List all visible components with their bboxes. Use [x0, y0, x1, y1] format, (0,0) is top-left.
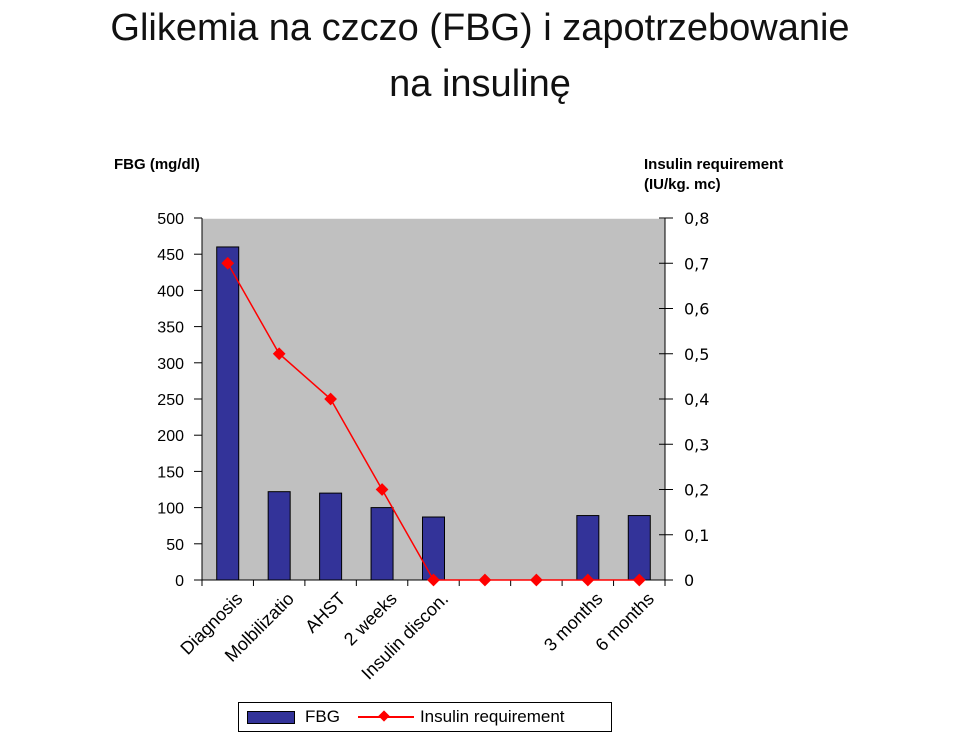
insulin-marker: [375, 483, 389, 496]
title-line-1: Glikemia na czczo (FBG) i zapotrzebowani…: [110, 7, 850, 49]
bar-fbg: [576, 515, 600, 581]
legend-fbg-swatch: [247, 710, 295, 724]
right-axis-title: Insulin requirement (IU/kg. mc): [644, 155, 864, 195]
left-axis-title: FBG (mg/dl): [114, 156, 200, 173]
right-axis-tick-label: 0,5: [684, 345, 709, 364]
right-axis-title-line-1: Insulin requirement: [644, 156, 784, 173]
right-axis-tick-label: 0,2: [684, 481, 709, 500]
insulin-marker: [272, 347, 286, 361]
bar-fbg: [370, 507, 394, 581]
left-axis-tick-label: 250: [157, 392, 184, 409]
left-axis-tick-label: 350: [157, 320, 184, 337]
bar-fbg: [627, 515, 651, 581]
left-axis-tick-label: 150: [157, 464, 184, 481]
right-axis-tick-label: 0,4: [684, 390, 709, 409]
bar-fbg: [319, 492, 343, 581]
left-axis-tick-label: 0: [175, 573, 184, 590]
left-axis-tick-label: 100: [157, 501, 184, 518]
bar-fbg: [216, 246, 240, 581]
right-axis-tick-label: 0,1: [684, 526, 709, 545]
left-axis-tick-label: 450: [157, 247, 184, 264]
left-axis-tick-label: 300: [157, 356, 184, 373]
left-axis-tick-label: 500: [157, 211, 184, 228]
bar-fbg: [422, 516, 445, 581]
bar-fbg: [267, 491, 291, 581]
legend-fbg-label: FBG: [305, 707, 340, 726]
insulin-marker: [324, 392, 337, 406]
right-axis-title-line-2: (IU/kg. mc): [644, 176, 721, 193]
right-axis-tick-label: 0,3: [684, 435, 709, 454]
left-axis-tick-label: 200: [157, 428, 184, 445]
right-axis-tick-label: 0: [684, 571, 694, 590]
insulin-marker: [221, 256, 235, 270]
legend-insulin-swatch: [357, 711, 414, 723]
legend-insulin-label: Insulin requirement: [419, 707, 565, 726]
left-axis-tick-label: 50: [166, 537, 184, 554]
right-axis-tick-label: 0,7: [684, 254, 709, 273]
legend: FBG Insulin requirement: [238, 702, 612, 732]
slide-title: Glikemia na czczo (FBG) i zapotrzebowani…: [0, 0, 960, 112]
right-axis-tick-label: 0,8: [684, 209, 709, 228]
right-axis-tick-label: 0,6: [684, 300, 709, 319]
title-line-2: na insulinę: [389, 63, 571, 105]
x-axis-category-label: AHST: [301, 589, 349, 637]
left-axis-tick-label: 400: [157, 283, 184, 300]
